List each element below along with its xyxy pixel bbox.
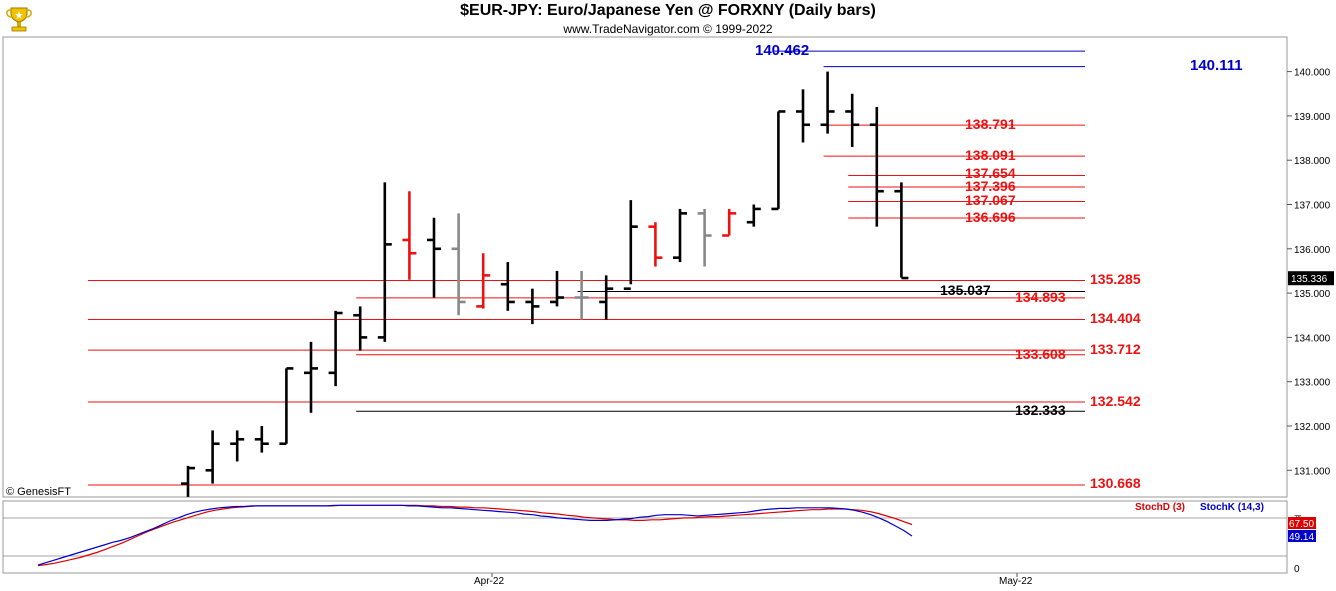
ohlc-bar <box>648 222 663 267</box>
stochastic-panel <box>2 500 1288 574</box>
ohlc-bar <box>476 253 491 309</box>
ohlc-bar <box>869 107 884 227</box>
y-tick-label: 134.000 <box>1294 333 1331 344</box>
ohlc-bar <box>328 310 343 387</box>
level-label-137.654: 137.654 <box>965 165 1016 181</box>
level-label-138.791: 138.791 <box>965 116 1016 132</box>
ohlc-bar <box>771 110 786 211</box>
stochastic-tick-0: 0 <box>1294 564 1300 575</box>
level-label-135.037: 135.037 <box>940 282 991 298</box>
level-label-135.285: 135.285 <box>1090 271 1141 287</box>
y-tick-label: 139.000 <box>1294 112 1331 123</box>
stochD-legend: StochD (3) <box>1135 502 1185 513</box>
stochK-line <box>37 504 913 566</box>
y-tick-label: 137.000 <box>1294 201 1331 212</box>
y-tick-label: 131.000 <box>1294 466 1331 477</box>
last-price-label: 135.336 <box>1291 274 1328 285</box>
price-panel <box>2 36 1288 498</box>
ohlc-bar <box>304 341 318 413</box>
last-price-box <box>1288 271 1334 286</box>
y-tick-label: 132.000 <box>1294 422 1331 433</box>
ohlc-bar <box>894 182 909 280</box>
chart-subtitle: www.TradeNavigator.com © 1999-2022 <box>563 22 773 36</box>
level-label-137.067: 137.067 <box>965 192 1016 208</box>
ohlc-bar <box>451 213 466 316</box>
level-label-134.404: 134.404 <box>1090 310 1141 326</box>
level-label-133.712: 133.712 <box>1090 341 1141 357</box>
stochK-legend: StochK (14,3) <box>1200 502 1264 513</box>
ohlc-bar <box>574 270 589 320</box>
stochD-value-label: 67.50 <box>1289 519 1314 530</box>
level-label-130.668: 130.668 <box>1090 475 1141 491</box>
y-tick-label: 133.000 <box>1294 378 1331 389</box>
ohlc-bar <box>254 426 269 453</box>
trophy-logo-icon <box>6 7 32 32</box>
ohlc-bar <box>525 288 540 325</box>
level-label-140.462: 140.462 <box>755 42 809 59</box>
ohlc-bar <box>845 93 860 147</box>
ohlc-bar <box>820 71 835 134</box>
stochD-value-box <box>1288 517 1316 529</box>
stochD-line <box>37 504 913 567</box>
level-label-132.542: 132.542 <box>1090 393 1141 409</box>
ohlc-bar <box>746 204 761 227</box>
genesis-watermark: © GenesisFT <box>6 486 71 498</box>
ohlc-bar <box>623 200 638 290</box>
ohlc-bar <box>205 430 220 484</box>
ohlc-bar <box>500 262 515 311</box>
level-label-140.111: 140.111 <box>1190 57 1243 74</box>
level-label-137.396: 137.396 <box>965 178 1016 194</box>
level-label-134.893: 134.893 <box>1015 289 1066 305</box>
level-label-138.091: 138.091 <box>965 147 1016 163</box>
ohlc-bar <box>673 208 687 263</box>
x-tick-label: Apr-22 <box>474 576 504 587</box>
ohlc-bar <box>181 465 195 497</box>
chart-title: $EUR-JPY: Euro/Japanese Yen @ FORXNY (Da… <box>460 2 876 19</box>
y-tick-label: 138.000 <box>1294 156 1331 167</box>
ohlc-bar <box>722 208 737 237</box>
ohlc-bar <box>796 89 810 143</box>
ohlc-bar <box>377 182 392 342</box>
stochK-value-box <box>1288 530 1316 542</box>
ohlc-bar <box>353 306 368 351</box>
y-tick-label: 135.000 <box>1294 289 1331 300</box>
y-tick-label: 140.000 <box>1294 68 1331 79</box>
ohlc-bar <box>599 275 614 320</box>
ohlc-bar <box>230 430 245 462</box>
stochK-value-label: 49.14 <box>1289 532 1314 543</box>
level-label-133.608: 133.608 <box>1015 346 1066 362</box>
x-tick-label: May-22 <box>999 576 1033 587</box>
level-label-136.696: 136.696 <box>965 209 1016 225</box>
ohlc-bar <box>427 217 441 298</box>
ohlc-bar <box>402 191 417 280</box>
ohlc-bar <box>279 367 294 446</box>
ohlc-bar <box>697 208 712 267</box>
y-tick-label: 136.000 <box>1294 245 1331 256</box>
ohlc-bar <box>550 270 564 307</box>
level-label-132.333: 132.333 <box>1015 402 1066 418</box>
